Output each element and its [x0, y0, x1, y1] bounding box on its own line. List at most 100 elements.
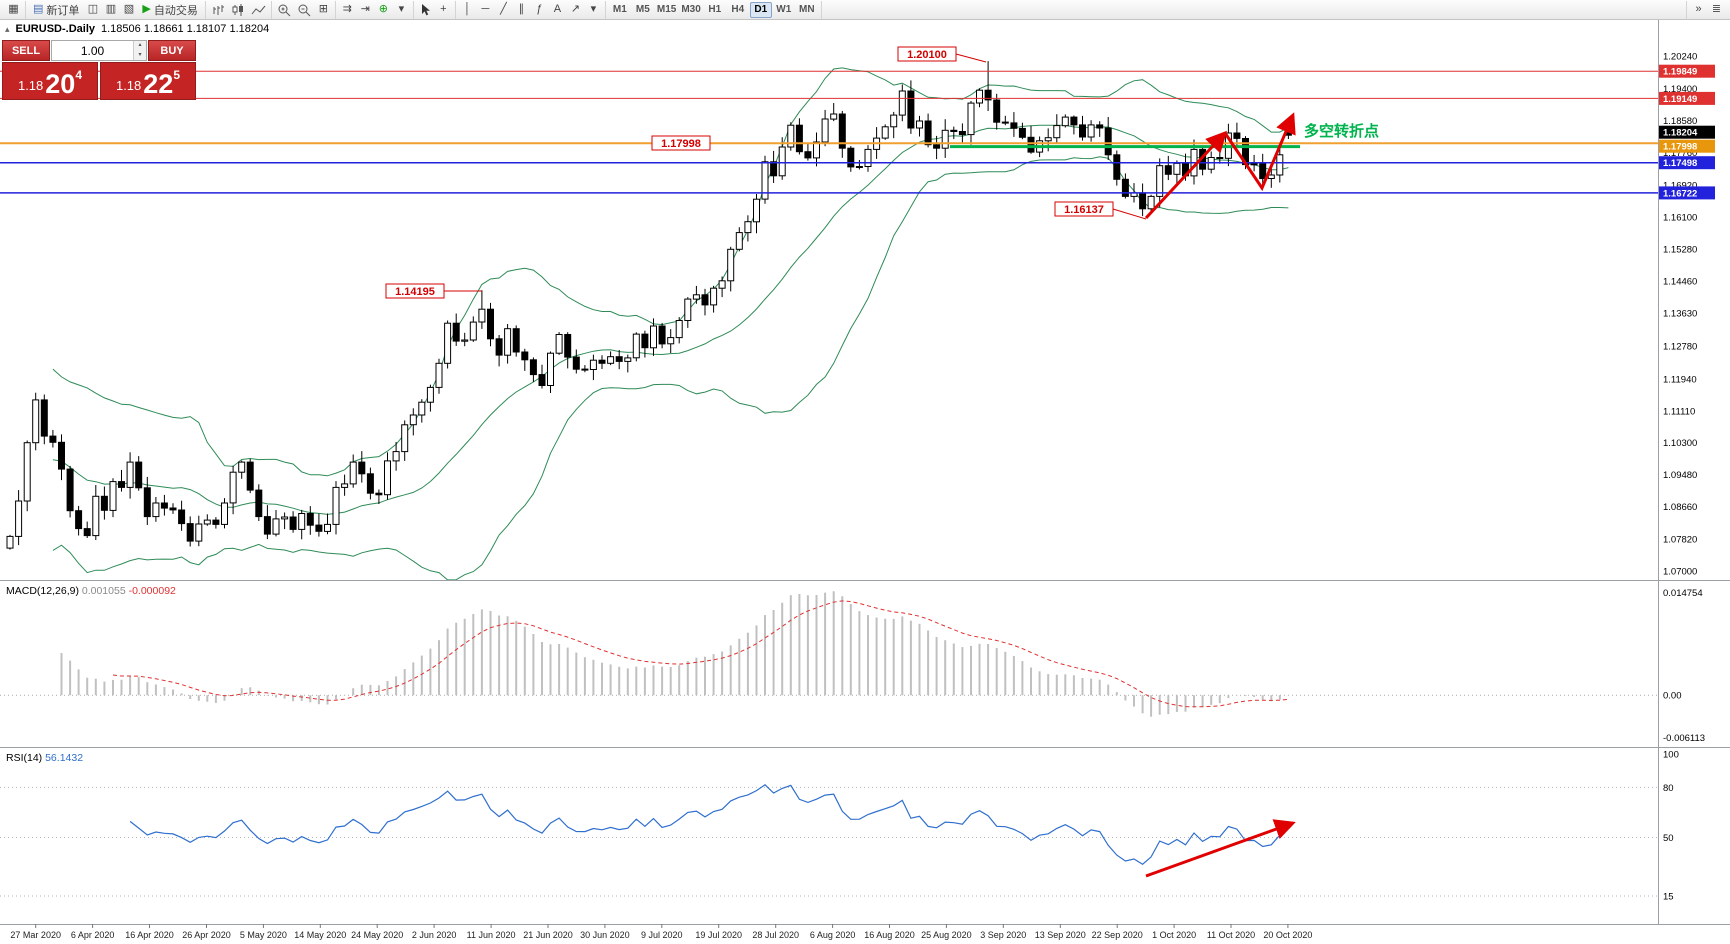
- line-chart-icon[interactable]: [249, 2, 268, 18]
- svg-text:27 Mar 2020: 27 Mar 2020: [10, 930, 61, 940]
- tf-m30-button[interactable]: M30: [681, 4, 701, 15]
- svg-text:1.12780: 1.12780: [1663, 342, 1697, 353]
- toolbar-overflow-icon[interactable]: »: [1695, 3, 1702, 15]
- tf-m15-button[interactable]: M15: [656, 4, 677, 15]
- new-order-button[interactable]: ▤ 新订单: [33, 3, 80, 17]
- svg-text:19 Jul 2020: 19 Jul 2020: [695, 930, 742, 940]
- svg-text:16 Aug 2020: 16 Aug 2020: [864, 930, 915, 940]
- files-group: ▦: [2, 0, 26, 19]
- svg-text:1.16920: 1.16920: [1663, 181, 1697, 192]
- trendline-icon[interactable]: ╱: [500, 3, 507, 15]
- channel-icon[interactable]: ∥: [518, 3, 525, 15]
- indicators-caret-icon[interactable]: ▾: [398, 3, 405, 15]
- zoom-group: ⊞: [272, 0, 336, 19]
- price-axis[interactable]: 1.20240 1.19400 1.18580 1.17760 1.16920 1.161…: [1659, 52, 1715, 578]
- tf-m1-button[interactable]: M1: [612, 4, 627, 15]
- tf-mn-button[interactable]: MN: [799, 4, 815, 15]
- svg-text:1.17498: 1.17498: [1663, 158, 1697, 169]
- tf-m5-button[interactable]: M5: [635, 4, 650, 15]
- svg-text:1.20240: 1.20240: [1663, 52, 1697, 63]
- timeframes-group: M1 M5 M15 M30 H1 H4 D1 W1 MN: [606, 0, 822, 19]
- svg-text:1.20100: 1.20100: [907, 49, 947, 61]
- svg-text:1.18580: 1.18580: [1663, 116, 1697, 127]
- svg-text:1.19149: 1.19149: [1663, 94, 1697, 105]
- svg-text:多空转折点: 多空转折点: [1304, 122, 1379, 140]
- horizontal-line-icon[interactable]: ─: [481, 3, 490, 15]
- svg-text:1.15280: 1.15280: [1663, 244, 1697, 255]
- macd-panel: 0.014754 0.00 -0.006113 MACD(12,26,9) 0.001…: [0, 585, 1705, 744]
- volume-up-button[interactable]: ▴: [134, 41, 146, 51]
- navigator-icon[interactable]: ▧: [123, 3, 135, 15]
- one-click-collapse-icon[interactable]: ▴: [5, 23, 10, 34]
- crosshair-icon[interactable]: +: [440, 3, 447, 15]
- new-chart-icon[interactable]: ▦: [8, 3, 19, 15]
- svg-text:22 Sep 2020: 22 Sep 2020: [1092, 930, 1143, 940]
- text-tool-icon[interactable]: A: [553, 3, 562, 15]
- svg-text:15: 15: [1663, 892, 1674, 903]
- ask-price-big: 22: [143, 68, 174, 99]
- data-window-icon[interactable]: ▥: [105, 3, 117, 15]
- svg-text:1.19849: 1.19849: [1663, 67, 1697, 78]
- tile-windows-icon[interactable]: ⊞: [318, 3, 328, 15]
- svg-text:1.14460: 1.14460: [1663, 276, 1697, 287]
- svg-text:1.10300: 1.10300: [1663, 438, 1697, 449]
- svg-text:13 Sep 2020: 13 Sep 2020: [1035, 930, 1086, 940]
- svg-text:6 Apr 2020: 6 Apr 2020: [71, 930, 115, 940]
- bid-price-prefix: 1.18: [17, 78, 44, 93]
- time-axis[interactable]: 27 Mar 2020 6 Apr 2020 16 Apr 2020 26 Apr 2…: [10, 924, 1312, 940]
- tf-h1-button[interactable]: H1: [708, 4, 722, 15]
- macd-label: MACD(12,26,9) 0.001055 -0.000092: [6, 585, 176, 597]
- buy-button[interactable]: BUY: [148, 40, 196, 61]
- arrows-tool-icon[interactable]: ↗: [570, 3, 580, 15]
- svg-text:2 Jun 2020: 2 Jun 2020: [412, 930, 457, 940]
- ask-price-prefix: 1.18: [115, 78, 142, 93]
- main-toolbar: ▦ ▤ 新订单 ◫ ▥ ▧ ▶ 自动交易 ⊞ ⇉ ⇥ ⊕ ▾ + │ ─ ╱ ∥ ƒ A ↗ ▾ M1 M5 M15 M30 H1 H…: [0, 0, 1730, 20]
- overflow-group: » ≣: [1686, 0, 1728, 19]
- svg-text:100: 100: [1663, 750, 1679, 761]
- svg-text:1.08660: 1.08660: [1663, 502, 1697, 513]
- volume-down-button[interactable]: ▾: [134, 50, 146, 60]
- sell-button[interactable]: SELL: [2, 40, 50, 61]
- indicators-icon[interactable]: ⊕: [378, 3, 388, 15]
- chart-type-group: [206, 0, 272, 19]
- svg-text:3 Sep 2020: 3 Sep 2020: [980, 930, 1026, 940]
- ask-price-box[interactable]: 1.18 22 5: [100, 62, 196, 100]
- svg-text:11 Oct 2020: 11 Oct 2020: [1207, 930, 1255, 940]
- fibonacci-icon[interactable]: ƒ: [536, 3, 543, 15]
- auto-scroll-icon[interactable]: ⇉: [342, 3, 352, 15]
- svg-text:11 Jun 2020: 11 Jun 2020: [467, 930, 516, 940]
- scroll-group: ⇉ ⇥ ⊕ ▾: [336, 0, 414, 19]
- svg-text:1.07820: 1.07820: [1663, 535, 1697, 546]
- tf-h4-button[interactable]: H4: [731, 4, 745, 15]
- chart-shift-icon[interactable]: ⇥: [360, 3, 370, 15]
- cursor-icon[interactable]: [417, 2, 434, 18]
- svg-text:1.16722: 1.16722: [1663, 188, 1697, 199]
- zoom-out-icon[interactable]: [295, 2, 314, 18]
- volume-input[interactable]: [52, 41, 133, 60]
- svg-text:1.18204: 1.18204: [1663, 128, 1698, 139]
- svg-text:1.16137: 1.16137: [1064, 204, 1104, 216]
- objects-caret-icon[interactable]: ▾: [590, 3, 597, 15]
- svg-text:80: 80: [1663, 783, 1674, 794]
- svg-text:0.00: 0.00: [1663, 691, 1682, 702]
- svg-text:20 Oct 2020: 20 Oct 2020: [1263, 930, 1312, 940]
- tf-d1-button[interactable]: D1: [749, 1, 772, 18]
- volume-spinner: ▴ ▾: [133, 41, 146, 60]
- svg-text:1.19400: 1.19400: [1663, 84, 1697, 95]
- tf-w1-button[interactable]: W1: [776, 4, 792, 15]
- bid-price-box[interactable]: 1.18 20 4: [2, 62, 98, 100]
- toolbar-menu-icon[interactable]: ≣: [1711, 3, 1722, 15]
- bars-chart-icon[interactable]: [209, 2, 228, 18]
- bid-price-sup: 4: [75, 68, 83, 82]
- chart-symbol-period: EURUSD-.Daily: [15, 23, 95, 35]
- svg-text:21 Jun 2020: 21 Jun 2020: [523, 930, 573, 940]
- candlestick-chart-icon[interactable]: [229, 2, 248, 18]
- svg-text:24 May 2020: 24 May 2020: [351, 930, 403, 940]
- svg-text:1.17998: 1.17998: [1663, 142, 1697, 153]
- zoom-in-icon[interactable]: [275, 2, 294, 18]
- svg-text:5 May 2020: 5 May 2020: [240, 930, 287, 940]
- autotrading-button[interactable]: ▶ 自动交易: [142, 3, 198, 17]
- market-watch-icon[interactable]: ◫: [87, 3, 99, 15]
- vertical-line-icon[interactable]: │: [463, 3, 471, 15]
